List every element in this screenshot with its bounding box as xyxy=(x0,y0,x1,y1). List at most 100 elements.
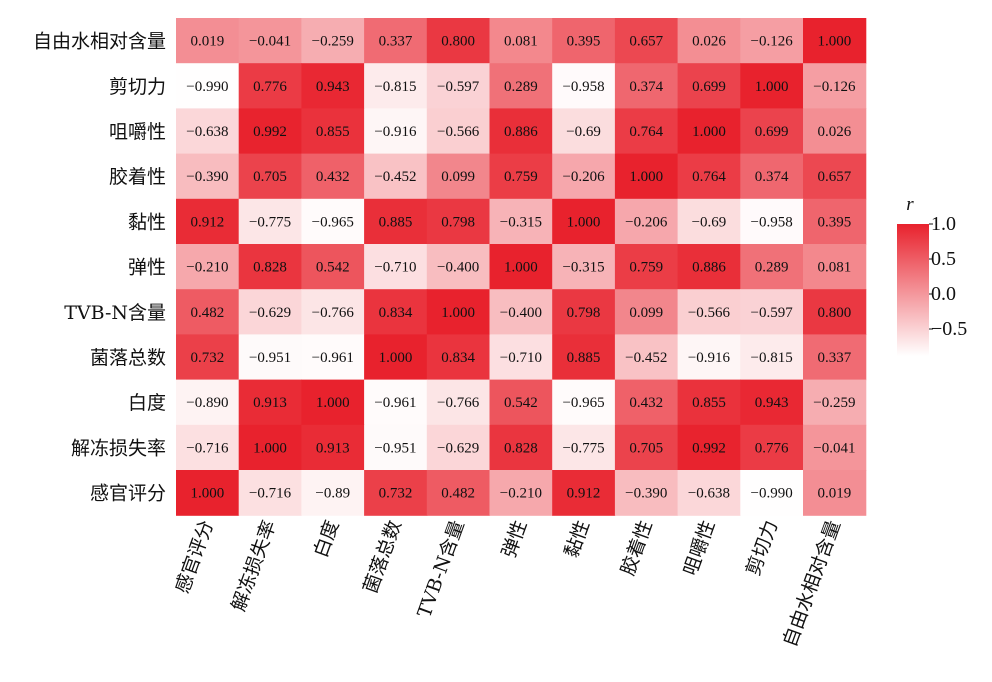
cell-value-label: −0.400 xyxy=(437,260,479,276)
cell-value-label: 0.912 xyxy=(190,214,224,230)
heatmap-cell-r8-c8 xyxy=(677,379,741,426)
cell-value-label: −0.126 xyxy=(813,79,856,95)
cell-value-label: −0.210 xyxy=(500,486,542,502)
cell-value-label: 0.657 xyxy=(629,34,663,50)
cell-value-label: 0.798 xyxy=(441,214,475,230)
heatmap-cell-r7-c0 xyxy=(176,334,240,381)
column-label-胶着性: 胶着性 xyxy=(617,517,657,578)
cell-value-label: −0.716 xyxy=(186,440,229,456)
heatmap-cell-r5-c8 xyxy=(677,244,741,290)
cell-value-label: 0.759 xyxy=(504,169,538,185)
heatmap-cell-r0-c7 xyxy=(614,18,679,64)
heatmap-cell-r7-c10 xyxy=(803,334,867,381)
heatmap-cell-r4-c10 xyxy=(803,198,867,245)
heatmap-cell-r0-c1 xyxy=(238,18,302,64)
cell-value-label: −0.958 xyxy=(562,79,604,95)
cell-value-label: 0.432 xyxy=(629,395,663,411)
cell-value-label: 0.943 xyxy=(755,395,789,411)
heatmap-cell-r6-c4 xyxy=(426,289,491,335)
heatmap-cell-r8-c3 xyxy=(364,379,428,426)
cell-value-label: 0.943 xyxy=(316,79,350,95)
heatmap-cell-r2-c10 xyxy=(803,108,867,155)
heatmap-cell-r5-c0 xyxy=(176,244,240,290)
heatmap-cell-r9-c5 xyxy=(489,424,553,471)
column-label-白度: 白度 xyxy=(310,517,344,560)
heatmap-cell-r7-c3 xyxy=(364,334,428,381)
heatmap-cell-r2-c2 xyxy=(301,108,365,155)
heatmap-cell-r3-c5 xyxy=(489,153,553,200)
heatmap-cell-r4-c2 xyxy=(301,198,365,245)
cell-value-label: −0.890 xyxy=(186,395,228,411)
cell-value-label: 0.289 xyxy=(755,260,789,276)
heatmap-cell-r8-c2 xyxy=(301,379,365,426)
heatmap-cell-r10-c8 xyxy=(677,470,741,516)
cell-value-label: 0.019 xyxy=(190,34,224,50)
cell-value-label: 0.395 xyxy=(567,34,601,50)
cell-value-label: 0.992 xyxy=(692,440,726,456)
heatmap-cell-r8-c10 xyxy=(803,379,867,426)
cell-value-label: 0.026 xyxy=(692,34,726,50)
cell-value-label: 0.776 xyxy=(253,79,287,95)
cell-value-label: −0.259 xyxy=(312,34,354,50)
heatmap-cell-r9-c7 xyxy=(614,424,679,471)
heatmap-cell-r10-c0 xyxy=(176,470,240,516)
heatmap-cell-r1-c3 xyxy=(364,63,428,109)
cell-value-label: 1.000 xyxy=(441,305,475,321)
cell-value-label: 0.705 xyxy=(253,169,287,185)
cell-value-label: −0.315 xyxy=(500,214,542,230)
heatmap-cell-r3-c8 xyxy=(677,153,741,200)
cell-value-label: 0.081 xyxy=(817,260,851,276)
heatmap-cell-r10-c2 xyxy=(301,470,365,516)
heatmap-cell-r7-c7 xyxy=(614,334,679,381)
heatmap-cell-r2-c3 xyxy=(364,108,428,155)
cell-value-label: 1.000 xyxy=(755,79,789,95)
heatmap-cell-r0-c5 xyxy=(489,18,553,64)
cell-value-label: 0.913 xyxy=(316,440,350,456)
cell-value-label: −0.315 xyxy=(562,260,604,276)
cell-value-label: 0.855 xyxy=(316,124,350,140)
heatmap-cell-r1-c6 xyxy=(552,63,616,109)
heatmap-cell-r9-c0 xyxy=(176,424,240,471)
cell-value-label: −0.961 xyxy=(312,350,354,366)
cell-value-label: 0.374 xyxy=(755,169,789,185)
cell-value-label: 0.482 xyxy=(441,486,475,502)
heatmap-cell-r2-c6 xyxy=(552,108,616,155)
row-label-自由水相对含量: 自由水相对含量 xyxy=(33,31,166,53)
heatmap-cell-r6-c3 xyxy=(364,289,428,335)
heatmap-cell-r5-c6 xyxy=(552,244,616,290)
cell-value-label: 0.081 xyxy=(504,34,538,50)
row-label-弹性: 弹性 xyxy=(128,257,166,279)
cell-value-label: −0.710 xyxy=(374,260,416,276)
cell-value-label: −0.916 xyxy=(688,350,731,366)
heatmap-cell-r8-c1 xyxy=(238,379,302,426)
cell-value-label: −0.390 xyxy=(186,169,228,185)
heatmap-cell-r0-c10 xyxy=(803,18,867,64)
heatmap-cell-r7-c8 xyxy=(677,334,741,381)
colorbar: r 1.0 0.5 0.0 −0.5 xyxy=(897,194,967,356)
cell-value-label: 0.699 xyxy=(755,124,789,140)
heatmap-cell-r1-c8 xyxy=(677,63,741,109)
heatmap-cell-r2-c8 xyxy=(677,108,741,155)
cell-value-label: 1.000 xyxy=(190,486,224,502)
cell-value-label: −0.951 xyxy=(374,440,416,456)
heatmap-cell-r4-c8 xyxy=(677,198,741,245)
heatmap-cell-r3-c4 xyxy=(426,153,491,200)
heatmap-cell-r6-c6 xyxy=(552,289,616,335)
heatmap-cell-r9-c4 xyxy=(426,424,491,471)
column-labels: 感官评分 解冻损失率 白度 菌落总数 TVB-N含量 弹性 黏性 胶着性 咀嚼性 剪切力自由水相对… xyxy=(171,517,845,650)
column-label-剪切力: 剪切力 xyxy=(742,517,782,578)
heatmap-cell-r0-c4 xyxy=(426,18,491,64)
cell-value-label: 0.337 xyxy=(379,34,413,50)
colorbar-tick-label: −0.5 xyxy=(931,318,967,340)
heatmap-cell-r1-c0 xyxy=(176,63,240,109)
cell-value-label: −0.452 xyxy=(374,169,416,185)
cell-value-label: 0.885 xyxy=(567,350,601,366)
cell-value-label: 1.000 xyxy=(379,350,413,366)
heatmap-cell-r3-c0 xyxy=(176,153,240,200)
column-label-黏性: 黏性 xyxy=(561,517,595,560)
cell-value-label: −0.815 xyxy=(751,350,793,366)
heatmap-cell-r0-c8 xyxy=(677,18,741,64)
heatmap-cell-r2-c9 xyxy=(740,108,804,155)
cell-value-label: −0.041 xyxy=(813,440,855,456)
